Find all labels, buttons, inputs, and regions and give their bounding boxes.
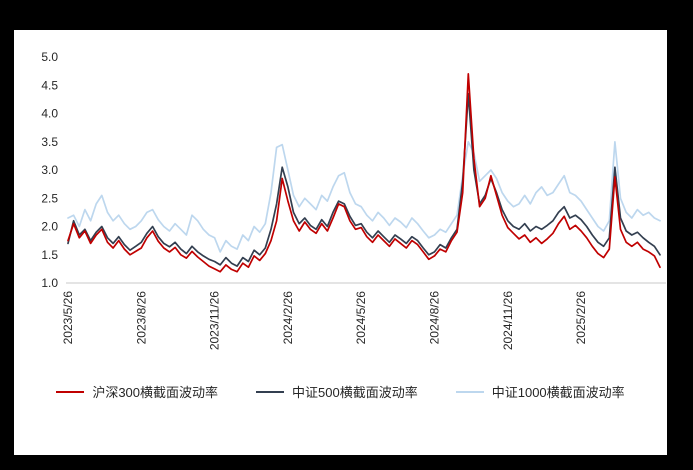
y-axis-label: 3.0 xyxy=(41,163,58,177)
legend-swatch-zz1000 xyxy=(455,390,484,393)
x-axis-label: 2025/2/26 xyxy=(574,291,588,345)
y-axis-label: 4.5 xyxy=(41,78,58,92)
y-axis-label: 1.0 xyxy=(41,276,58,290)
chart-card: 5.0 4.5 4.0 3.5 3.0 2.5 2.0 1.5 1.0 2023/5/26 2023… xyxy=(14,30,667,455)
x-axis-label: 2024/5/26 xyxy=(354,291,368,345)
legend-label-hs300: 沪深300横截面波动率 xyxy=(92,385,219,400)
legend-label-zz1000: 中证1000横截面波动率 xyxy=(491,385,625,400)
x-axis-label: 2023/8/26 xyxy=(134,291,148,345)
y-axis-label: 2.0 xyxy=(41,220,58,234)
legend-item-hs300: 沪深300横截面波动率 xyxy=(56,382,218,401)
x-axis-label: 2024/11/26 xyxy=(501,291,515,350)
x-axis-label: 2023/5/26 xyxy=(61,291,75,345)
x-axis-label: 2024/2/26 xyxy=(281,291,295,345)
chart-legend: 沪深300横截面波动率 中证500横截面波动率 中证1000横截面波动率 xyxy=(14,382,667,401)
x-axis-label: 2024/8/26 xyxy=(427,291,441,345)
legend-swatch-zz500 xyxy=(256,390,285,393)
series-line-hs300 xyxy=(67,73,661,273)
legend-label-zz500: 中证500横截面波动率 xyxy=(292,385,418,400)
y-axis-label: 5.0 xyxy=(41,50,58,64)
y-axis-label: 2.5 xyxy=(41,191,58,205)
y-axis-label: 4.0 xyxy=(41,107,58,121)
x-axis-label: 2023/11/26 xyxy=(208,291,222,350)
legend-swatch-hs300 xyxy=(56,390,85,393)
y-axis-label: 1.5 xyxy=(41,248,58,262)
series-line-zz500 xyxy=(67,92,661,267)
legend-item-zz1000: 中证1000横截面波动率 xyxy=(455,382,625,401)
series-line-zz1000 xyxy=(67,140,661,253)
legend-item-zz500: 中证500横截面波动率 xyxy=(256,382,418,401)
y-axis-label: 3.5 xyxy=(41,135,58,149)
